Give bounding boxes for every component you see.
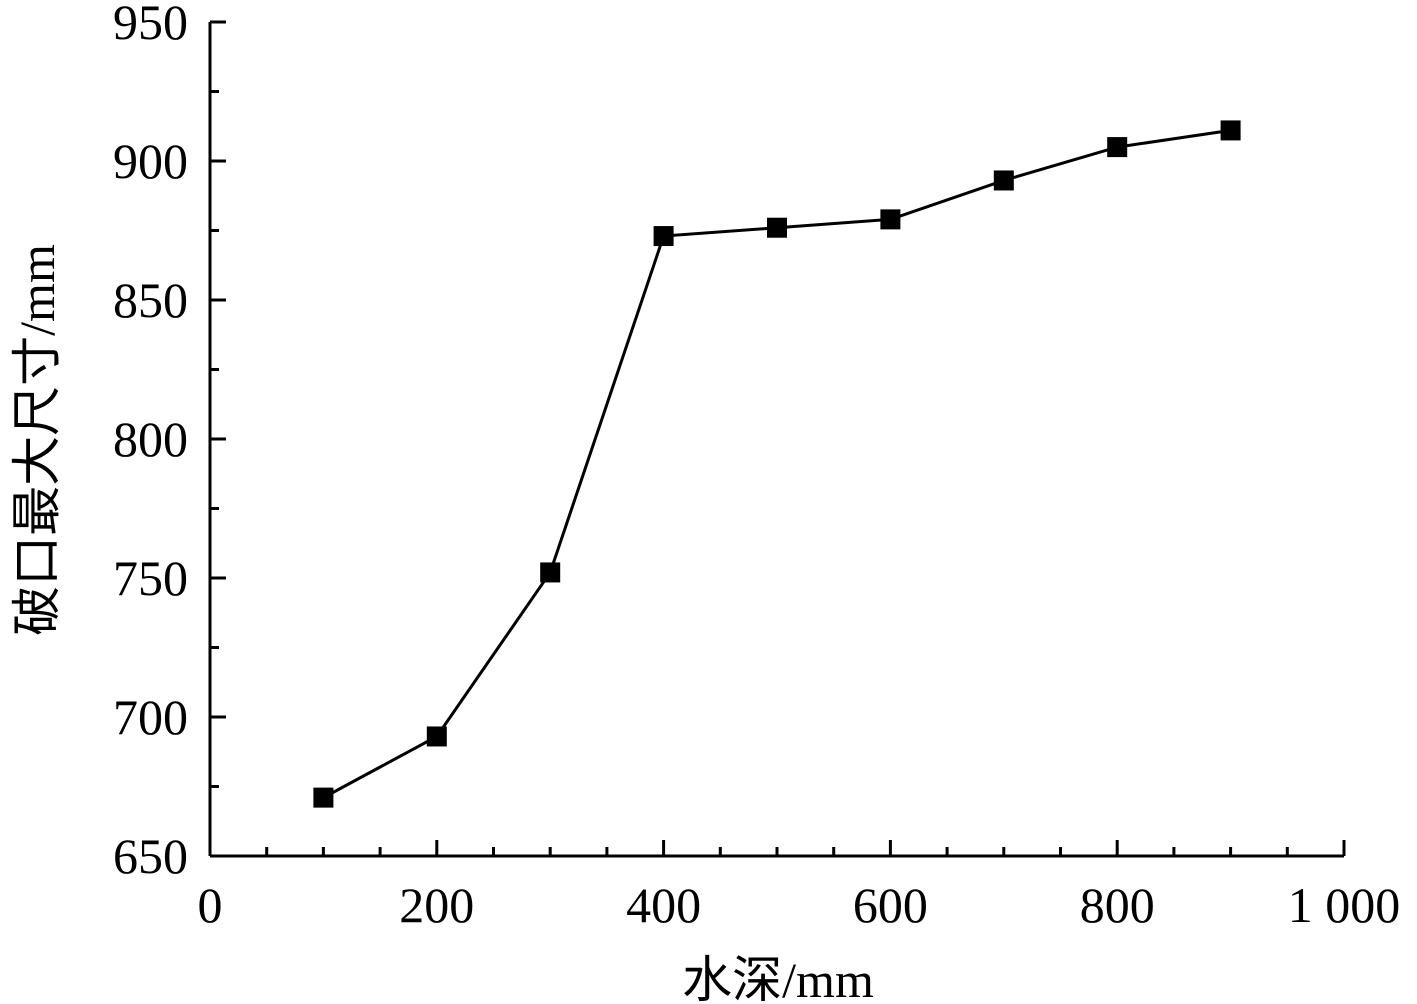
y-tick-label: 950 <box>113 0 188 50</box>
ticks <box>208 20 1346 858</box>
y-tick-label: 800 <box>113 411 188 467</box>
data-point-marker <box>426 726 447 747</box>
data-point-marker <box>767 217 787 238</box>
data-point-marker <box>540 562 561 583</box>
data-point-marker <box>653 226 674 247</box>
x-tick-label: 400 <box>626 877 701 933</box>
x-tick-label: 200 <box>399 877 474 933</box>
x-tick-label: 800 <box>1080 877 1155 933</box>
x-tick-label: 1 000 <box>1288 877 1401 933</box>
data-point-marker <box>880 209 901 230</box>
data-point-marker <box>1220 120 1241 141</box>
y-tick-label: 850 <box>113 272 188 328</box>
axes <box>208 22 1344 858</box>
y-tick-label: 900 <box>113 133 188 189</box>
x-tick-label: 0 <box>198 877 223 933</box>
data-point-marker <box>313 787 334 808</box>
x-tick-label: 600 <box>853 877 928 933</box>
x-axis-label: 水深/mm <box>682 952 874 1004</box>
y-tick-label: 700 <box>113 689 188 745</box>
y-axis-label: 破口最大尺寸/mm <box>9 244 65 636</box>
data-point-marker <box>1107 137 1128 158</box>
data-series <box>313 120 1241 808</box>
tick-labels: 0 200 400 600 800 1 000 650 700 750 800 850 900 950 <box>113 0 1400 933</box>
y-tick-label: 750 <box>113 550 188 606</box>
y-tick-label: 650 <box>113 828 188 884</box>
data-point-marker <box>993 170 1014 191</box>
